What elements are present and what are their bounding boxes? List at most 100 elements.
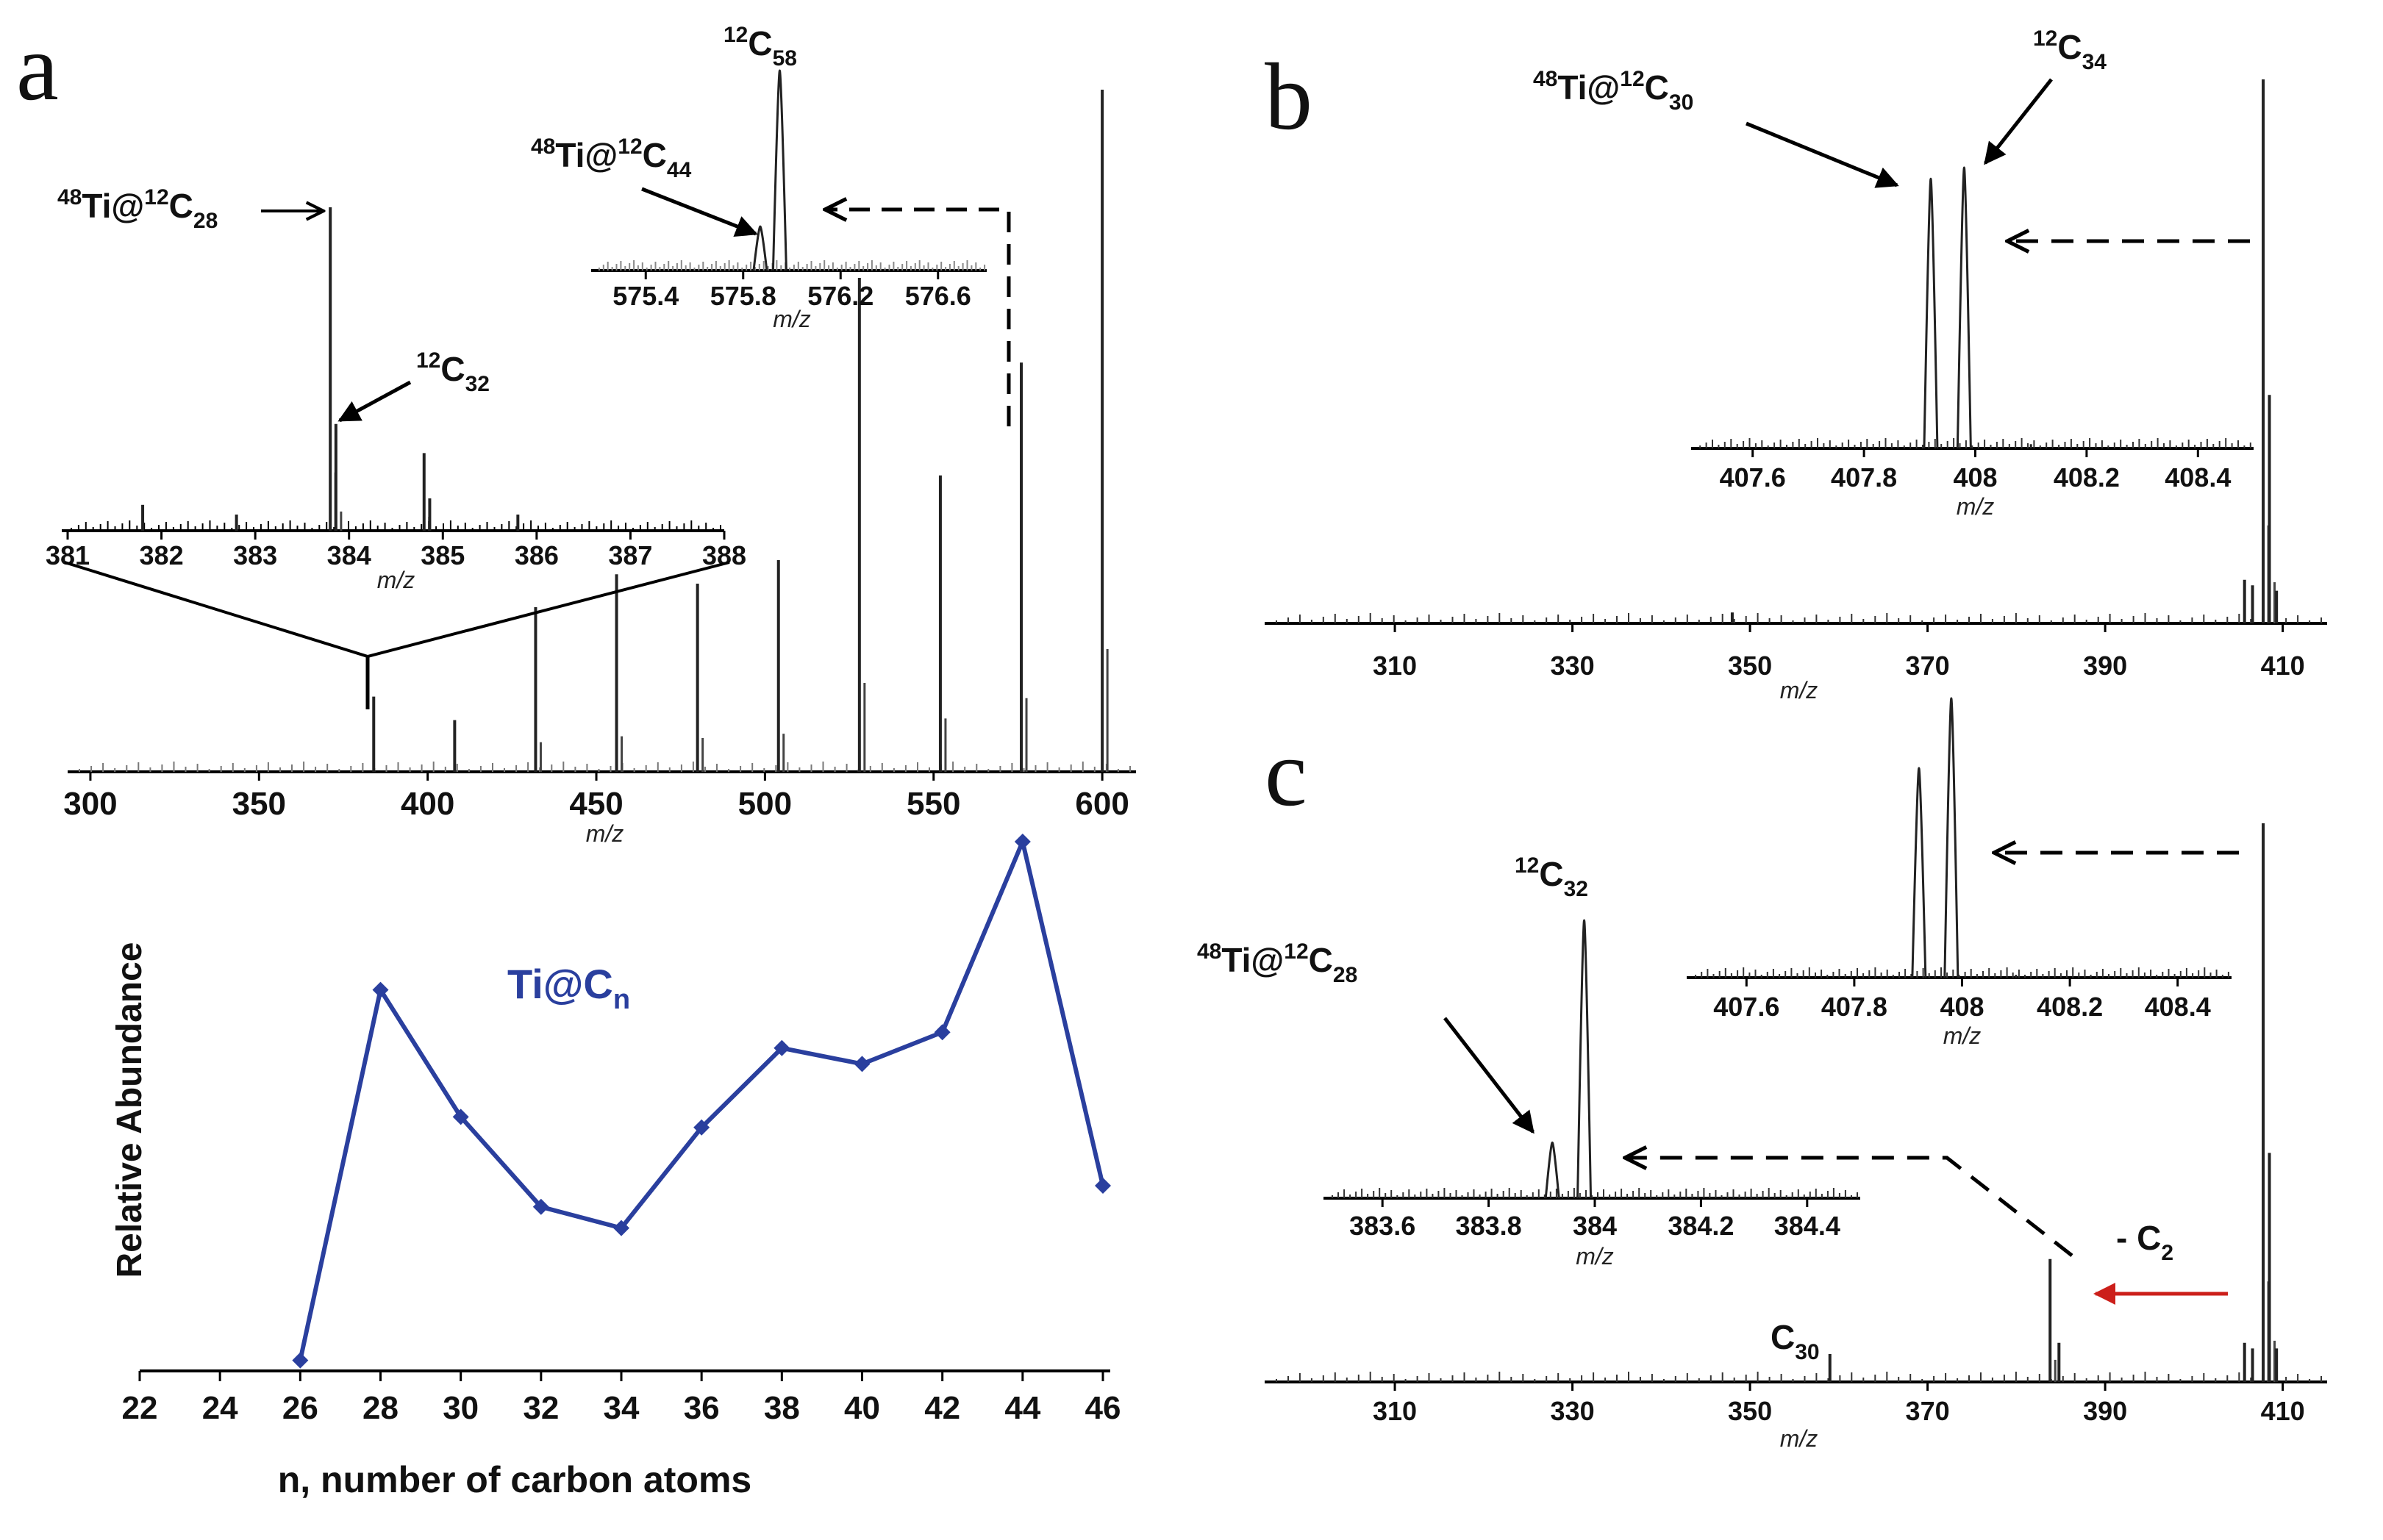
x-tick-label-11: 44 — [1004, 1390, 1040, 1426]
panel-c-inset-408: 407.6 407.8 408 408.2 408.4 m/z — [1687, 697, 2232, 1049]
dashed-connector-c-left — [1625, 1158, 2073, 1257]
x-tick-label-2: 408 — [1940, 992, 1984, 1022]
x-tick-label-5: 32 — [523, 1390, 559, 1426]
x-tick-label-3: 576.6 — [905, 281, 971, 311]
x-tick-label-2: 350 — [1728, 1396, 1772, 1426]
x-tick-label-6: 387 — [608, 540, 652, 570]
x-tick-label-0: 383.6 — [1349, 1211, 1415, 1241]
panel-a-inset-384: 381 382 383 384 385 386 387 388 m/z — [46, 207, 746, 593]
x-tick-label-5: 550 — [907, 786, 960, 822]
x-axis-title: m/z — [1943, 1023, 1982, 1049]
x-tick-label-0: 22 — [122, 1390, 158, 1426]
x-axis-title: n, number of carbon atoms — [278, 1459, 752, 1500]
x-axis-title: m/z — [1576, 1243, 1614, 1269]
x-axis-title: m/z — [377, 567, 415, 593]
panel-a-main-spectrum: 300 350 400 450 500 550 600 m/z — [63, 90, 1136, 847]
x-tick-label-3: 408.2 — [2037, 992, 2103, 1022]
panel-label-b: b — [1265, 44, 1312, 150]
data-point-6 — [774, 1039, 790, 1056]
data-point-9 — [1014, 834, 1031, 850]
noise-baseline — [1276, 1372, 2322, 1382]
label-c32-c: 12C32 — [1515, 853, 1588, 901]
peak-0 — [752, 225, 768, 271]
peak-0 — [1923, 177, 1939, 449]
panel-a-abundance-plot: 22 24 26 28 30 32 34 36 38 40 42 44 46 Relative Abund… — [110, 834, 1121, 1500]
x-tick-label-7: 36 — [684, 1390, 720, 1426]
x-tick-label-1: 24 — [202, 1390, 238, 1426]
x-tick-label-1: 575.8 — [710, 281, 776, 311]
noise-baseline — [1699, 438, 2251, 448]
x-tick-label-1: 407.8 — [1821, 992, 1887, 1022]
x-axis-title: m/z — [773, 306, 811, 332]
x-tick-label-2: 350 — [1728, 651, 1772, 681]
label-c32-a: 12C32 — [416, 348, 490, 396]
arrow-ti30-b — [1746, 121, 1899, 188]
x-tick-label-2: 26 — [282, 1390, 318, 1426]
noise-baseline — [598, 260, 986, 271]
x-axis-title: m/z — [1780, 1425, 1818, 1452]
x-axis-title: m/z — [1780, 677, 1818, 703]
x-tick-label-0: 300 — [63, 786, 117, 822]
data-point-5 — [693, 1119, 710, 1136]
x-tick-label-0: 407.6 — [1713, 992, 1779, 1022]
x-tick-label-5: 410 — [2261, 1396, 2305, 1426]
series-line — [298, 834, 1105, 1361]
arrow-ti44-a — [641, 187, 758, 237]
x-tick-label-2: 384 — [1573, 1211, 1617, 1241]
x-tick-label-12: 46 — [1085, 1390, 1121, 1426]
x-tick-label-4: 385 — [421, 540, 465, 570]
peak-1 — [1576, 919, 1593, 1199]
data-point-8 — [934, 1024, 951, 1041]
peak-1 — [1956, 166, 1972, 449]
x-tick-label-4: 390 — [2083, 1396, 2127, 1426]
x-tick-label-3: 408.2 — [2054, 462, 2120, 493]
noise-baseline — [1332, 1188, 1858, 1198]
x-tick-label-1: 350 — [232, 786, 286, 822]
x-tick-label-3: 384 — [327, 540, 371, 570]
label-ti30-b: 48Ti@12C30 — [1533, 67, 1693, 115]
x-tick-label-3: 450 — [569, 786, 623, 822]
data-point-7 — [854, 1056, 871, 1072]
x-tick-label-3: 384.2 — [1668, 1211, 1734, 1241]
peak-0 — [1911, 767, 1927, 978]
label-ti44-a: 48Ti@12C44 — [531, 135, 692, 182]
label-c34-b: 12C34 — [2033, 26, 2107, 74]
noise-baseline — [1695, 967, 2229, 978]
noise-baseline — [1276, 613, 2322, 623]
panel-label-c: c — [1265, 720, 1307, 826]
x-tick-label-0: 310 — [1373, 1396, 1417, 1426]
x-tick-label-9: 40 — [844, 1390, 880, 1426]
x-tick-label-2: 400 — [401, 786, 454, 822]
x-tick-label-1: 330 — [1551, 651, 1595, 681]
panel-b-main-spectrum: 310 330 350 370 390 410 m/z — [1265, 79, 2327, 703]
x-tick-label-3: 370 — [1906, 651, 1950, 681]
peak-1 — [1943, 697, 1959, 978]
panel-c-main-spectrum: 310 330 350 370 390 410 m/z — [1265, 823, 2327, 1452]
x-tick-label-0: 310 — [1373, 651, 1417, 681]
data-point-3 — [532, 1198, 549, 1215]
dashed-connector-a — [825, 209, 1011, 426]
arrow-c34-b — [1984, 78, 2053, 165]
data-point-2 — [452, 1109, 469, 1125]
label-minus-c2: - C2 — [2116, 1219, 2173, 1265]
x-tick-label-4: 384.4 — [1774, 1211, 1840, 1241]
x-tick-label-3: 28 — [362, 1390, 399, 1426]
x-tick-label-10: 42 — [924, 1390, 960, 1426]
peak-0 — [1544, 1141, 1560, 1199]
data-point-1 — [372, 981, 389, 998]
x-tick-label-4: 390 — [2083, 651, 2127, 681]
x-tick-label-0: 381 — [46, 540, 90, 570]
x-tick-label-2: 576.2 — [807, 281, 873, 311]
x-tick-label-6: 34 — [604, 1390, 640, 1426]
x-tick-label-1: 407.8 — [1831, 462, 1897, 493]
arrow-ti28-c — [1443, 1017, 1535, 1134]
x-tick-label-7: 388 — [702, 540, 746, 570]
x-tick-label-0: 575.4 — [612, 281, 679, 311]
data-point-10 — [1095, 1178, 1111, 1194]
x-tick-label-6: 600 — [1075, 786, 1129, 822]
x-axis-title: m/z — [586, 820, 624, 847]
x-tick-label-4: 408.4 — [2165, 462, 2231, 493]
x-tick-label-2: 408 — [1953, 462, 1997, 493]
x-tick-label-4: 408.4 — [2145, 992, 2211, 1022]
